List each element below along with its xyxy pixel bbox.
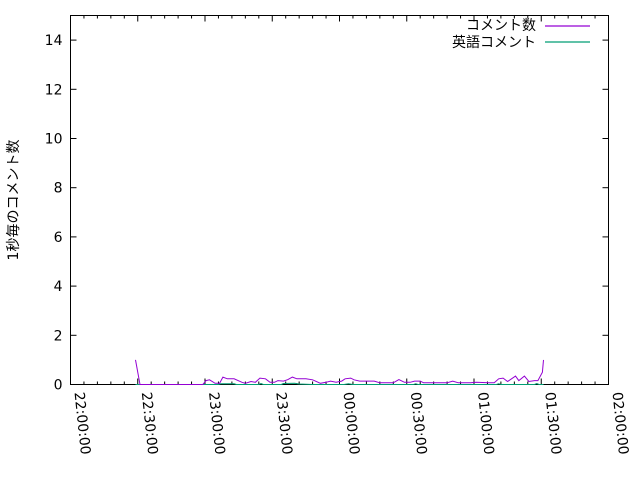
y-tick-label: 10 — [45, 132, 63, 148]
y-tick-label: 12 — [45, 82, 63, 98]
x-tick-label: 02:00:00 — [609, 391, 631, 455]
legend: コメント数 英語コメント — [452, 18, 590, 51]
y-axis: 0 2 4 6 8 10 12 14 — [45, 33, 609, 394]
series-line-0 — [135, 359, 544, 385]
y-tick-label: 0 — [54, 378, 63, 394]
y-tick-label: 8 — [54, 181, 63, 197]
x-tick-label: 22:00:00 — [71, 391, 93, 455]
series-line-1 — [135, 382, 544, 385]
plot-frame — [70, 15, 609, 385]
x-tick-label: 22:30:00 — [138, 391, 160, 455]
x-tick-label: 01:00:00 — [474, 391, 496, 455]
legend-label-1: 英語コメント — [452, 34, 536, 51]
y-axis-label: 1秒毎のコメント数 — [6, 140, 22, 261]
y-tick-label: 6 — [54, 230, 63, 246]
y-tick-label: 2 — [54, 328, 63, 344]
y-tick-label: 14 — [45, 33, 63, 49]
x-tick-label: 00:00:00 — [340, 391, 362, 455]
x-tick-label: 23:00:00 — [205, 391, 227, 455]
x-tick-label: 01:30:00 — [541, 391, 563, 455]
x-axis: 22:00:00 22:30:00 23:00:00 23:30:00 00:00:00… — [70, 15, 631, 455]
legend-label-0: コメント数 — [466, 18, 536, 34]
y-tick-label: 4 — [54, 279, 63, 295]
x-tick-label: 23:30:00 — [272, 391, 294, 455]
series-group — [135, 359, 544, 385]
x-tick-label: 00:30:00 — [407, 391, 429, 455]
